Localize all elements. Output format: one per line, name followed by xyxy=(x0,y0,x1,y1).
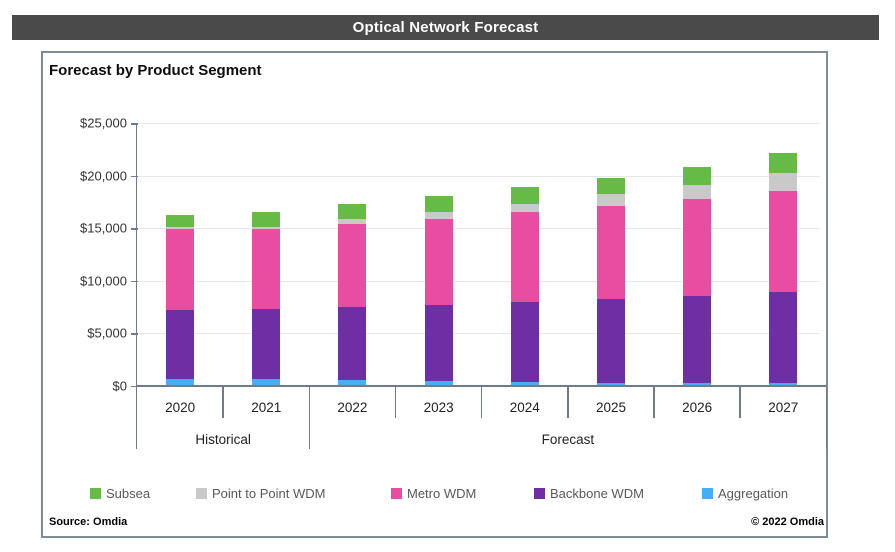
category-group-divider xyxy=(825,385,828,449)
legend-swatch-icon xyxy=(702,487,713,499)
bar-segment-backbone-wdm xyxy=(252,309,281,379)
chart-title: Forecast by Product Segment xyxy=(49,62,262,79)
bar-segment-backbone-wdm xyxy=(510,301,539,383)
legend-label: Backbone WDM xyxy=(550,485,644,501)
bar-segment-metro-wdm xyxy=(166,228,195,310)
bar-segment-point-to-point-wdm xyxy=(424,211,453,220)
bar-segment-metro-wdm xyxy=(338,224,367,308)
bar-segment-backbone-wdm xyxy=(769,291,798,383)
bar-segment-backbone-wdm xyxy=(338,307,367,380)
window-titlebar: Optical Network Forecast xyxy=(12,15,879,40)
x-axis-label: 2026 xyxy=(682,399,713,415)
bar-segment-metro-wdm xyxy=(510,212,539,302)
year-tick xyxy=(480,385,483,418)
y-gridline xyxy=(137,123,821,124)
year-tick xyxy=(222,385,224,418)
y-axis-line xyxy=(135,123,137,449)
bar-segment-subsea xyxy=(683,167,712,186)
bar-segment-backbone-wdm xyxy=(166,309,195,380)
y-axis-tick xyxy=(130,123,138,125)
x-axis-label: 2027 xyxy=(768,399,799,415)
y-axis-label: $20,000 xyxy=(80,168,127,183)
legend-item-aggregation: Aggregation xyxy=(702,485,789,501)
bar-segment-point-to-point-wdm xyxy=(252,226,281,230)
year-tick xyxy=(567,385,569,418)
bar-segment-aggregation xyxy=(596,382,625,386)
y-axis-label: $15,000 xyxy=(80,220,127,236)
bar-segment-aggregation xyxy=(683,382,712,386)
y-axis-label: $0 xyxy=(112,378,127,393)
y-axis-tick xyxy=(130,280,138,282)
bar-segment-metro-wdm xyxy=(252,229,281,310)
bar-segment-metro-wdm xyxy=(769,190,798,292)
y-axis-label: $10,000 xyxy=(80,273,127,288)
bar-segment-backbone-wdm xyxy=(683,295,712,383)
year-tick xyxy=(653,385,655,418)
bar-segment-aggregation xyxy=(166,379,195,386)
bar-segment-subsea xyxy=(510,187,539,205)
legend-label: Subsea xyxy=(106,485,151,501)
bar-segment-subsea xyxy=(166,215,195,228)
legend-item-backbone-wdm: Backbone WDM xyxy=(534,485,644,501)
bar-segment-metro-wdm xyxy=(424,219,453,306)
bar-segment-point-to-point-wdm xyxy=(769,172,798,191)
bar-segment-aggregation xyxy=(252,378,281,386)
bar-segment-point-to-point-wdm xyxy=(510,204,539,213)
legend-swatch-icon xyxy=(391,487,402,499)
y-gridline xyxy=(137,175,821,177)
y-axis-tick xyxy=(130,333,138,335)
x-axis-label: 2023 xyxy=(423,399,454,415)
bar-segment-aggregation xyxy=(769,382,798,386)
year-tick xyxy=(394,385,397,418)
bar-segment-aggregation xyxy=(338,379,367,386)
bar-segment-subsea xyxy=(424,195,453,212)
bar-segment-aggregation xyxy=(424,381,453,386)
category-group-label: Historical xyxy=(195,431,251,447)
legend-item-point-to-point-wdm: Point to Point WDM xyxy=(196,485,326,501)
bar-segment-backbone-wdm xyxy=(424,305,453,382)
bar-segment-backbone-wdm xyxy=(596,299,625,383)
y-axis-tick xyxy=(130,385,138,387)
x-axis-label: 2024 xyxy=(509,399,540,415)
bar-segment-subsea xyxy=(252,212,281,227)
legend-item-metro-wdm: Metro WDM xyxy=(391,485,477,501)
bar-segment-aggregation xyxy=(510,382,539,386)
bar-segment-metro-wdm xyxy=(683,198,712,296)
year-tick xyxy=(739,385,741,418)
legend-item-subsea: Subsea xyxy=(90,485,151,501)
source-note: Source: Omdia xyxy=(49,516,128,528)
x-axis-label: 2020 xyxy=(165,399,196,415)
legend-swatch-icon xyxy=(90,487,101,499)
bar-segment-point-to-point-wdm xyxy=(338,218,367,225)
bar-segment-point-to-point-wdm xyxy=(683,185,712,199)
category-group-label: Forecast xyxy=(541,431,595,447)
bar-segment-metro-wdm xyxy=(596,205,625,300)
y-axis-label: $25,000 xyxy=(80,115,127,131)
window-title: Optical Network Forecast xyxy=(352,19,539,36)
legend-label: Aggregation xyxy=(718,485,789,501)
bar-segment-subsea xyxy=(769,153,798,173)
legend-swatch-icon xyxy=(196,487,207,499)
x-axis-label: 2021 xyxy=(251,399,282,415)
y-axis-tick xyxy=(130,175,138,177)
bar-segment-point-to-point-wdm xyxy=(166,227,195,229)
bar-segment-subsea xyxy=(338,203,367,219)
y-gridline xyxy=(137,280,821,282)
y-axis-tick xyxy=(130,228,138,230)
bar-segment-subsea xyxy=(596,177,625,195)
x-axis-label: 2022 xyxy=(337,399,368,415)
legend-label: Point to Point WDM xyxy=(212,485,326,501)
category-group-divider xyxy=(308,385,311,449)
legend-label: Metro WDM xyxy=(407,485,477,501)
copyright-note: © 2022 Omdia xyxy=(751,516,824,528)
legend-swatch-icon xyxy=(534,487,545,499)
y-axis-label: $5,000 xyxy=(87,325,127,341)
bar-segment-point-to-point-wdm xyxy=(596,194,625,206)
x-axis-label: 2025 xyxy=(595,399,626,415)
y-gridline xyxy=(137,333,821,334)
y-gridline xyxy=(137,228,821,229)
